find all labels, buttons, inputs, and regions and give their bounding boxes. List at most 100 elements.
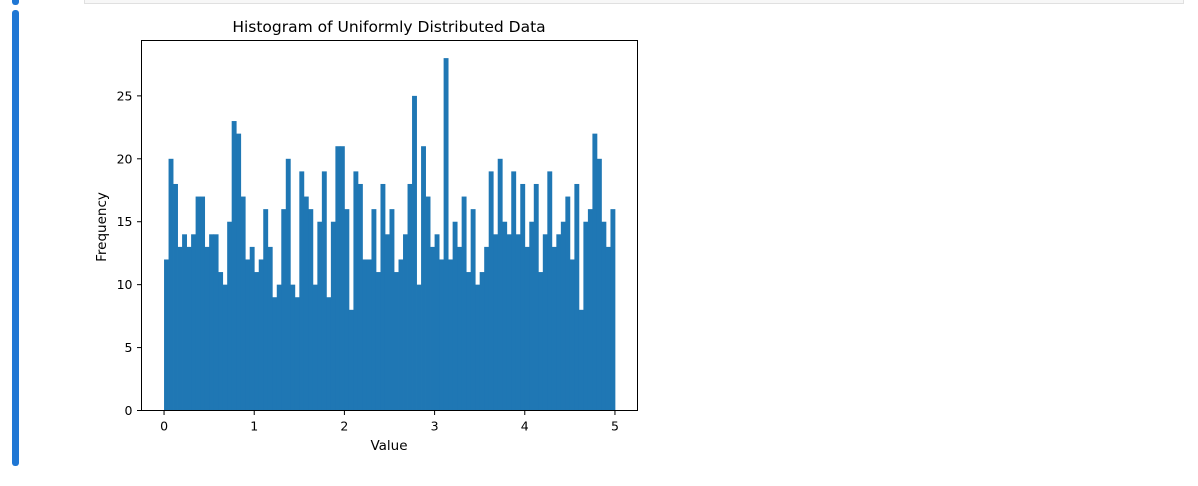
y-axis-label: Frequency <box>94 192 110 262</box>
histogram-bar <box>475 284 481 411</box>
histogram-bar <box>191 234 197 411</box>
histogram-bar <box>547 171 553 411</box>
x-tick-label: 0 <box>160 419 168 434</box>
histogram-bar <box>488 171 494 411</box>
histogram-bar <box>448 259 454 411</box>
histogram-bar <box>506 234 512 411</box>
histogram-bar <box>348 309 354 411</box>
histogram-bar <box>258 259 264 411</box>
histogram-bar <box>240 196 246 411</box>
y-tick-label: 5 <box>125 340 133 355</box>
x-axis-label: Value <box>370 438 407 454</box>
cell-output-area: Histogram of Uniformly Distributed Data … <box>84 8 1184 478</box>
histogram-bar <box>290 284 296 411</box>
histogram-bar <box>407 183 413 411</box>
histogram-bar <box>461 196 467 411</box>
histogram-bar <box>182 234 187 411</box>
histogram-bar <box>434 234 440 411</box>
histogram-bar <box>394 272 399 411</box>
histogram-bar <box>353 171 359 411</box>
histogram-bar <box>344 209 350 411</box>
histogram-bar <box>195 196 201 411</box>
histogram-bar <box>574 183 580 411</box>
y-tick-label: 25 <box>117 88 133 103</box>
histogram-bar <box>569 259 575 411</box>
histogram-bar <box>254 272 260 411</box>
histogram-bar <box>556 234 562 411</box>
histogram-bar <box>515 234 521 411</box>
histogram-bar <box>497 158 503 411</box>
histogram-bar <box>335 146 341 411</box>
histogram-bar <box>443 58 449 411</box>
histogram-bar <box>592 133 598 411</box>
histogram-bar <box>231 121 237 411</box>
y-tick-label: 15 <box>117 214 133 229</box>
histogram-bar <box>502 221 508 411</box>
histogram-bar <box>605 246 611 411</box>
histogram-bar <box>249 246 255 411</box>
histogram-bar <box>285 158 291 411</box>
histogram-bar <box>529 221 535 411</box>
y-axis-ticks: 0 5 10 15 20 25 <box>117 88 142 418</box>
histogram-bar <box>303 196 309 411</box>
plot-frame <box>141 40 638 411</box>
histogram-chart: Histogram of Uniformly Distributed Data … <box>94 18 638 454</box>
histogram-bar <box>389 209 395 411</box>
histogram-bar <box>398 259 404 411</box>
x-tick-label: 1 <box>250 419 258 434</box>
histogram-bar <box>209 234 215 411</box>
histogram-bar <box>168 158 174 411</box>
histogram-bar <box>542 234 548 411</box>
histogram-bar <box>412 95 417 411</box>
histogram-bar <box>425 196 431 411</box>
histogram-bar <box>186 246 192 411</box>
histogram-bar <box>551 246 557 411</box>
histogram-bar <box>470 209 476 411</box>
histogram-bar <box>511 171 517 411</box>
histogram-bar <box>245 259 251 411</box>
histogram-bar <box>213 234 219 411</box>
histogram-bar <box>416 284 422 411</box>
histogram-bar <box>362 259 368 411</box>
x-tick-label: 3 <box>431 419 439 434</box>
histogram-bar <box>439 259 445 411</box>
histogram-bar <box>366 259 372 411</box>
chart-title: Histogram of Uniformly Distributed Data <box>232 18 545 36</box>
histogram-bar <box>173 183 178 411</box>
histogram-bar <box>276 284 282 411</box>
histogram-bar <box>587 209 593 411</box>
histogram-bar <box>281 209 287 411</box>
histogram-bar <box>403 234 408 411</box>
previous-cell-collapse-bar[interactable] <box>12 0 19 5</box>
histogram-bar <box>533 183 539 411</box>
histogram-bar <box>357 183 363 411</box>
histogram-bar <box>218 272 224 411</box>
histogram-bar <box>583 221 589 411</box>
histogram-bar <box>520 183 526 411</box>
y-tick-label: 10 <box>117 277 133 292</box>
histogram-bar <box>299 171 305 411</box>
previous-output-border <box>84 0 1184 4</box>
y-tick-label: 20 <box>117 151 133 166</box>
histogram-bar <box>524 246 530 411</box>
histogram-bar <box>222 284 228 411</box>
histogram-bar <box>484 246 490 411</box>
x-tick-label: 4 <box>521 419 529 434</box>
histogram-bar <box>272 297 278 411</box>
x-axis-ticks: 0 1 2 3 4 5 <box>160 410 619 434</box>
histogram-bar <box>312 284 318 411</box>
histogram-bar <box>204 246 210 411</box>
histogram-bar <box>421 146 426 411</box>
x-tick-label: 2 <box>340 419 348 434</box>
x-tick-label: 5 <box>611 419 619 434</box>
histogram-bar <box>538 272 544 411</box>
histogram-bar <box>384 234 390 411</box>
cell-collapse-bar[interactable] <box>12 10 19 466</box>
histogram-bar <box>430 246 435 411</box>
histogram-bar <box>321 171 327 411</box>
histogram-bar <box>263 209 269 411</box>
histogram-bar <box>294 297 300 411</box>
histogram-bar <box>371 209 377 411</box>
histogram-bars <box>164 58 616 411</box>
